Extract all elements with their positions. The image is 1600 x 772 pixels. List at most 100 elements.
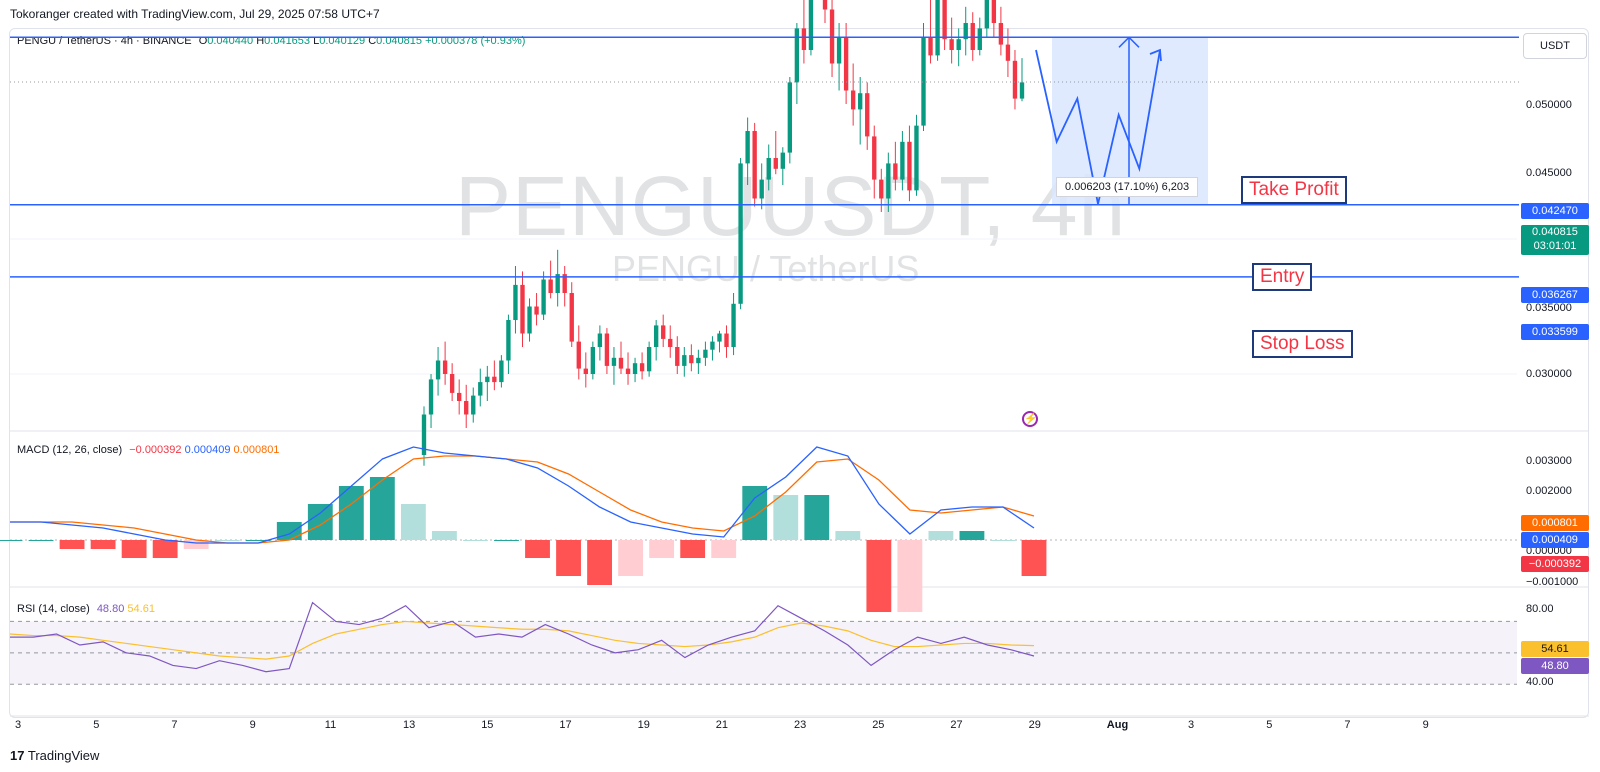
candle-body [858, 93, 863, 110]
time-tick-label: 13 [403, 719, 416, 731]
macd-tick: 0.003000 [1526, 455, 1572, 467]
macd-histogram-bar [866, 540, 892, 612]
rsi-line [10, 601, 1035, 673]
projection-path [1035, 49, 1161, 205]
macd-histogram-bar [28, 540, 54, 541]
candle-body [604, 333, 610, 366]
time-tick-label: Aug [1106, 719, 1129, 731]
candle-body [682, 355, 687, 366]
measure-arrowhead [1118, 36, 1140, 48]
candle-body [428, 379, 434, 415]
macd-signal-line [10, 455, 1035, 544]
candle-body [998, 23, 1004, 45]
time-tick-label: 15 [481, 719, 494, 731]
macd-histogram-bar [649, 540, 675, 558]
candle-body [893, 163, 898, 180]
macd-line [10, 446, 1035, 544]
candle-body [689, 355, 694, 364]
macd-signal-value: 0.000801 [233, 444, 280, 456]
rsi-legend: RSI (14, close) 48.80 54.61 [17, 603, 155, 615]
bar-countdown: 03:01:01 [1533, 240, 1577, 252]
rsi-tick: 80.00 [1526, 603, 1554, 615]
candle-body [569, 293, 574, 342]
candle-body [717, 333, 722, 342]
rsi-value: 48.80 [96, 603, 125, 615]
candle-body [738, 163, 743, 304]
macd-histogram-bar [338, 486, 364, 540]
candle-body [907, 141, 912, 191]
macd-histogram-bar [369, 477, 395, 540]
time-tick-label: 7 [1344, 719, 1351, 731]
candle-body [1005, 44, 1011, 61]
candle-body [611, 357, 617, 366]
candle-body [520, 284, 525, 334]
candle-body [478, 382, 483, 396]
candle-body [780, 152, 785, 169]
macd-histogram-bar [835, 531, 861, 540]
take-profit-label[interactable]: Take Profit [1241, 176, 1347, 204]
candle-body [625, 368, 631, 374]
candle-body [456, 392, 462, 401]
stop-loss-label[interactable]: Stop Loss [1252, 330, 1353, 358]
macd-histogram-bar [432, 531, 457, 540]
macd-histogram-bar [959, 531, 985, 540]
rsi-ma-value: 54.61 [127, 603, 155, 615]
candle-body [963, 23, 968, 40]
candle-body [703, 349, 708, 358]
candle-body [513, 284, 518, 320]
time-axis[interactable]: 3 5 7 9 11 13 15 17 19 21 23 25 27 29 Aug 3 5 7 9 [0, 716, 1520, 732]
currency-button[interactable]: USDT [1523, 33, 1587, 59]
candle-body [822, 0, 828, 10]
candle-body [991, 0, 997, 23]
macd-histogram-bar [742, 486, 768, 540]
candle-body [956, 39, 961, 50]
macd-legend: MACD (12, 26, close) −0.000392 0.000409 … [17, 444, 279, 456]
high-label: H [256, 35, 265, 47]
candle-body [829, 9, 835, 64]
macd-histogram-bar [804, 495, 830, 540]
lightning-icon[interactable]: ⚡ [1022, 411, 1038, 427]
macd-histogram-bar [897, 540, 923, 612]
candle-body [942, 0, 947, 40]
candle-body [984, 0, 990, 29]
macd-histogram-bar [152, 540, 178, 558]
candle-body [752, 131, 757, 199]
tradingview-logo[interactable]: 17 TradingView [10, 748, 99, 763]
entry-label[interactable]: Entry [1252, 263, 1313, 291]
macd-histogram-bar [0, 540, 23, 541]
time-tick-label: 3 [1188, 719, 1195, 731]
macd-histogram-bar [121, 540, 147, 558]
candle-body [646, 347, 652, 372]
macd-histogram-bar [214, 540, 240, 541]
candle-body [639, 363, 645, 372]
rsi-tick: 40.00 [1526, 676, 1554, 688]
macd-histogram-bar [59, 540, 85, 549]
candle-body [759, 179, 764, 199]
time-tick-label: 19 [637, 719, 650, 731]
rsi-ma-line [9, 620, 1035, 660]
candle-body [977, 28, 982, 50]
candle-body [836, 36, 842, 64]
candle-body [442, 360, 448, 374]
tradingview-logo-icon: 17 [10, 748, 25, 763]
macd-histogram-bar [463, 540, 488, 541]
macd-signal-tag: 0.000801 [1521, 515, 1589, 531]
target-zone [1052, 37, 1208, 205]
attribution-text: Tokoranger created with TradingView.com,… [10, 7, 380, 21]
watermark-symbol: PENGUUSDT, 4h [455, 159, 1127, 253]
candle-body [499, 360, 504, 383]
projection-arrowhead [1149, 48, 1162, 62]
rsi-title[interactable]: RSI (14, close) [17, 603, 90, 615]
candle-body [879, 179, 884, 199]
macd-title[interactable]: MACD (12, 26, close) [17, 444, 123, 456]
candle-body [597, 333, 603, 347]
macd-histogram-bar [928, 531, 954, 540]
candle-body [632, 363, 638, 374]
candle-body [492, 376, 497, 383]
candle-body [541, 279, 546, 315]
low-label: L [313, 35, 320, 47]
candle-body [1019, 82, 1025, 99]
candle-body [618, 357, 624, 369]
watermark-description: PENGU / TetherUS [612, 248, 920, 289]
